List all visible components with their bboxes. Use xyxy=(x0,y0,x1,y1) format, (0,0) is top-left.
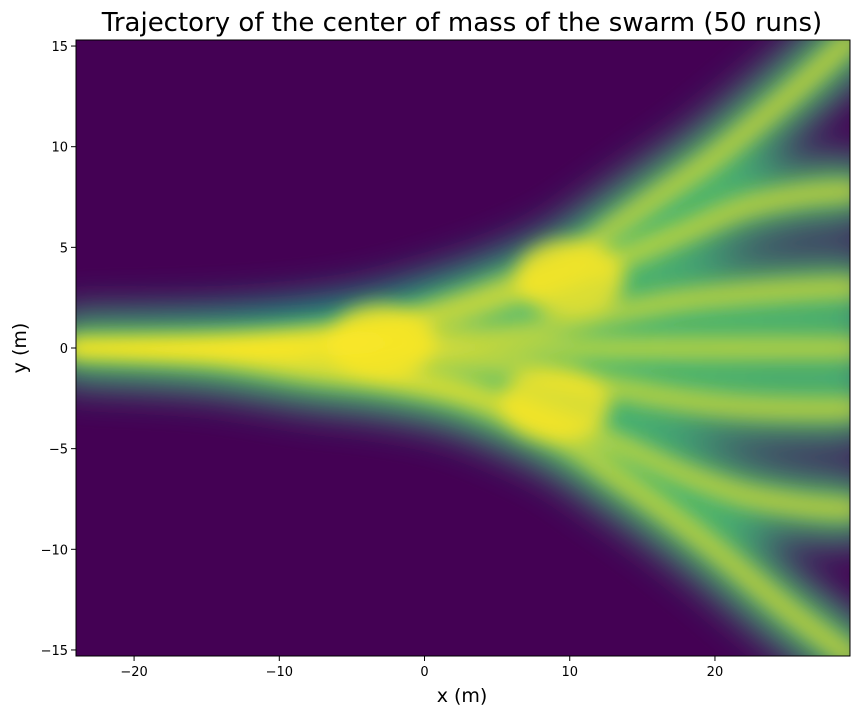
x-axis-label: x (m) xyxy=(437,685,488,707)
x-axis-ticks: −20 −10 0 10 20 xyxy=(120,656,723,680)
heatmap-plot-area xyxy=(75,39,851,657)
density-peak-2 xyxy=(500,366,611,443)
x-tick-label: −10 xyxy=(266,665,293,680)
x-tick-label: 0 xyxy=(420,665,428,680)
x-tick-label: −20 xyxy=(120,665,147,680)
density-peak-1 xyxy=(325,303,436,380)
y-tick-label: −5 xyxy=(49,443,68,458)
chart-title: Trajectory of the center of mass of the … xyxy=(101,8,822,38)
density-core-group xyxy=(76,40,850,656)
density-peak-3 xyxy=(514,239,625,316)
x-tick-label: 10 xyxy=(561,665,578,680)
y-tick-label: 10 xyxy=(51,141,68,156)
y-axis-ticks: −15 −10 −5 0 5 10 15 xyxy=(41,40,76,659)
y-tick-label: 15 xyxy=(51,40,68,55)
y-tick-label: 5 xyxy=(60,241,68,256)
y-tick-label: 0 xyxy=(60,342,68,357)
y-tick-label: −10 xyxy=(41,543,68,558)
y-tick-label: −15 xyxy=(41,644,68,659)
x-tick-label: 20 xyxy=(707,665,724,680)
density-layer xyxy=(76,40,850,656)
y-axis-label: y (m) xyxy=(9,323,31,374)
